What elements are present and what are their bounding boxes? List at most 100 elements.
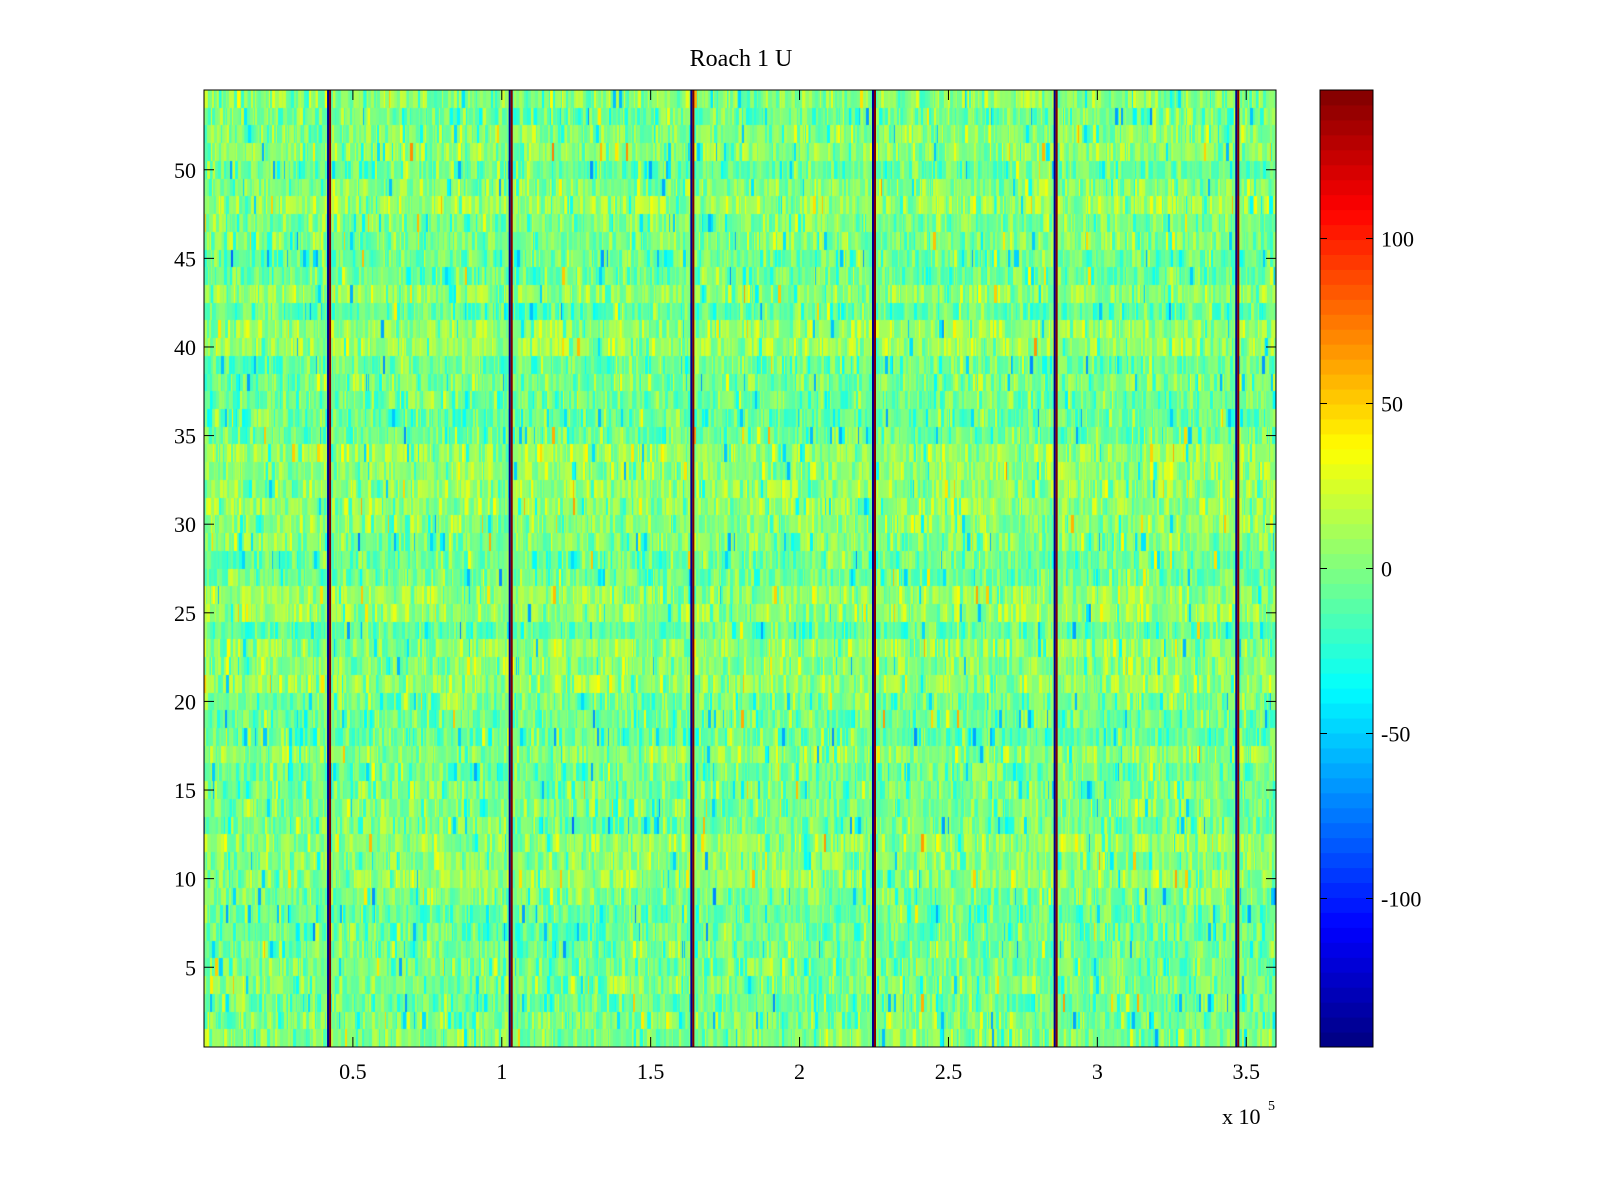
colorbar-tick-label: -50 [1381, 722, 1410, 747]
colorbar-band [1320, 134, 1373, 151]
x-tick-label: 3 [1092, 1059, 1103, 1084]
colorbar-band [1320, 374, 1373, 390]
colorbar-band [1320, 703, 1373, 719]
colorbar-band [1320, 553, 1373, 569]
colorbar-band [1320, 254, 1373, 270]
y-tick-label: 25 [174, 601, 196, 626]
colorbar-band [1320, 493, 1373, 510]
y-tick-label: 50 [174, 158, 196, 183]
y-axis: 5 10 15 20 25 30 35 40 45 50 [174, 158, 1276, 980]
x-tick-label: 2.5 [935, 1059, 963, 1084]
colorbar-band [1320, 852, 1373, 869]
colorbar-band [1320, 404, 1373, 420]
colorbar-band [1320, 508, 1373, 525]
colorbar-band [1320, 104, 1373, 121]
y-tick-label: 5 [185, 955, 196, 980]
y-tick-label: 45 [174, 246, 196, 271]
colorbar-band [1320, 359, 1373, 375]
y-tick-label: 35 [174, 424, 196, 449]
colorbar-band [1320, 179, 1373, 196]
colorbar-band [1320, 239, 1373, 255]
spike-line-low-5 [1053, 90, 1056, 1047]
colorbar-band [1320, 568, 1373, 584]
colorbar-band [1320, 777, 1373, 794]
x-tick-label: 3.5 [1232, 1059, 1260, 1084]
x-axis: 0.5 1 1.5 2 2.5 3 3.5 [339, 90, 1260, 1084]
colorbar-band [1320, 149, 1373, 166]
colorbar-band [1320, 807, 1373, 824]
colorbar-band [1320, 643, 1373, 659]
colorbar-band [1320, 523, 1373, 540]
colorbar-tick-label: 100 [1381, 227, 1414, 252]
colorbar-band [1320, 1032, 1373, 1048]
x-tick-label: 2 [794, 1059, 805, 1084]
colorbar-band [1320, 433, 1373, 450]
y-tick-label: 40 [174, 335, 196, 360]
spike-line-high-6 [1237, 90, 1240, 1047]
heatmap-cells [204, 90, 1276, 1047]
colorbar-band [1320, 792, 1373, 809]
colorbar-band [1320, 1002, 1373, 1018]
colorbar-band [1320, 822, 1373, 839]
colorbar-band [1320, 418, 1373, 435]
spike-line-high-2 [510, 90, 513, 1047]
colorbar-band [1320, 224, 1373, 241]
colorbar-band [1320, 628, 1373, 644]
colorbar-tick-label: 50 [1381, 392, 1403, 417]
spike-line-high-5 [1055, 90, 1058, 1047]
colorbar-band [1320, 837, 1373, 854]
colorbar-band [1320, 747, 1373, 764]
colorbar-band [1320, 299, 1373, 315]
colorbar-band [1320, 269, 1373, 285]
spike-line-high-1 [329, 90, 332, 1047]
spike-line-low-6 [1235, 90, 1238, 1047]
colorbar-band [1320, 164, 1373, 181]
colorbar-band [1320, 658, 1373, 674]
x-axis-multiplier: x 10 [1222, 1104, 1261, 1129]
colorbar-band [1320, 912, 1373, 928]
plot-frame [203, 89, 1277, 1048]
y-tick-label: 30 [174, 512, 196, 537]
colorbar-band [1320, 942, 1373, 958]
colorbar-band [1320, 284, 1373, 300]
x-tick-label: 1.5 [637, 1059, 665, 1084]
colorbar-band [1320, 389, 1373, 405]
colorbar-band [1320, 957, 1373, 973]
colorbar-band [1320, 732, 1373, 749]
y-tick-label: 15 [174, 778, 196, 803]
colorbar-band [1320, 329, 1373, 345]
colorbar-band [1320, 867, 1373, 884]
colorbar-band [1320, 478, 1373, 495]
colorbar-band [1320, 927, 1373, 943]
colorbar-band [1320, 209, 1373, 226]
colorbar-band [1320, 762, 1373, 779]
colorbar-tick-label: 0 [1381, 557, 1392, 582]
colorbar-band [1320, 718, 1373, 734]
colorbar-band [1320, 972, 1373, 988]
colorbar-band [1320, 448, 1373, 465]
x-tick-label: 0.5 [339, 1059, 367, 1084]
colorbar-band [1320, 538, 1373, 555]
colorbar-axis: 100 50 0 -50 -100 [1320, 227, 1421, 912]
y-tick-label: 20 [174, 689, 196, 714]
colorbar-band [1320, 897, 1373, 913]
spike-line-low-4 [872, 90, 874, 1047]
spike-line-high-4 [874, 90, 876, 1047]
colorbar-band [1320, 598, 1373, 614]
spike-line-low-2 [508, 90, 511, 1047]
colorbar-band [1320, 688, 1373, 704]
colorbar-tick-label: -100 [1381, 887, 1421, 912]
y-tick-label: 10 [174, 867, 196, 892]
heatmap-plot-area [204, 90, 1276, 1047]
spike-line-low-3 [690, 90, 693, 1047]
colorbar-band [1320, 90, 1373, 106]
spike-line-low-1 [327, 90, 330, 1047]
colorbar-band [1320, 463, 1373, 480]
colorbar-band [1320, 882, 1373, 898]
colorbar-band [1320, 194, 1373, 211]
colorbar [1320, 90, 1373, 1048]
chart-title: Roach 1 U [690, 46, 793, 72]
x-axis-multiplier-base: x 10 [1222, 1104, 1261, 1129]
colorbar-band [1320, 1017, 1373, 1033]
